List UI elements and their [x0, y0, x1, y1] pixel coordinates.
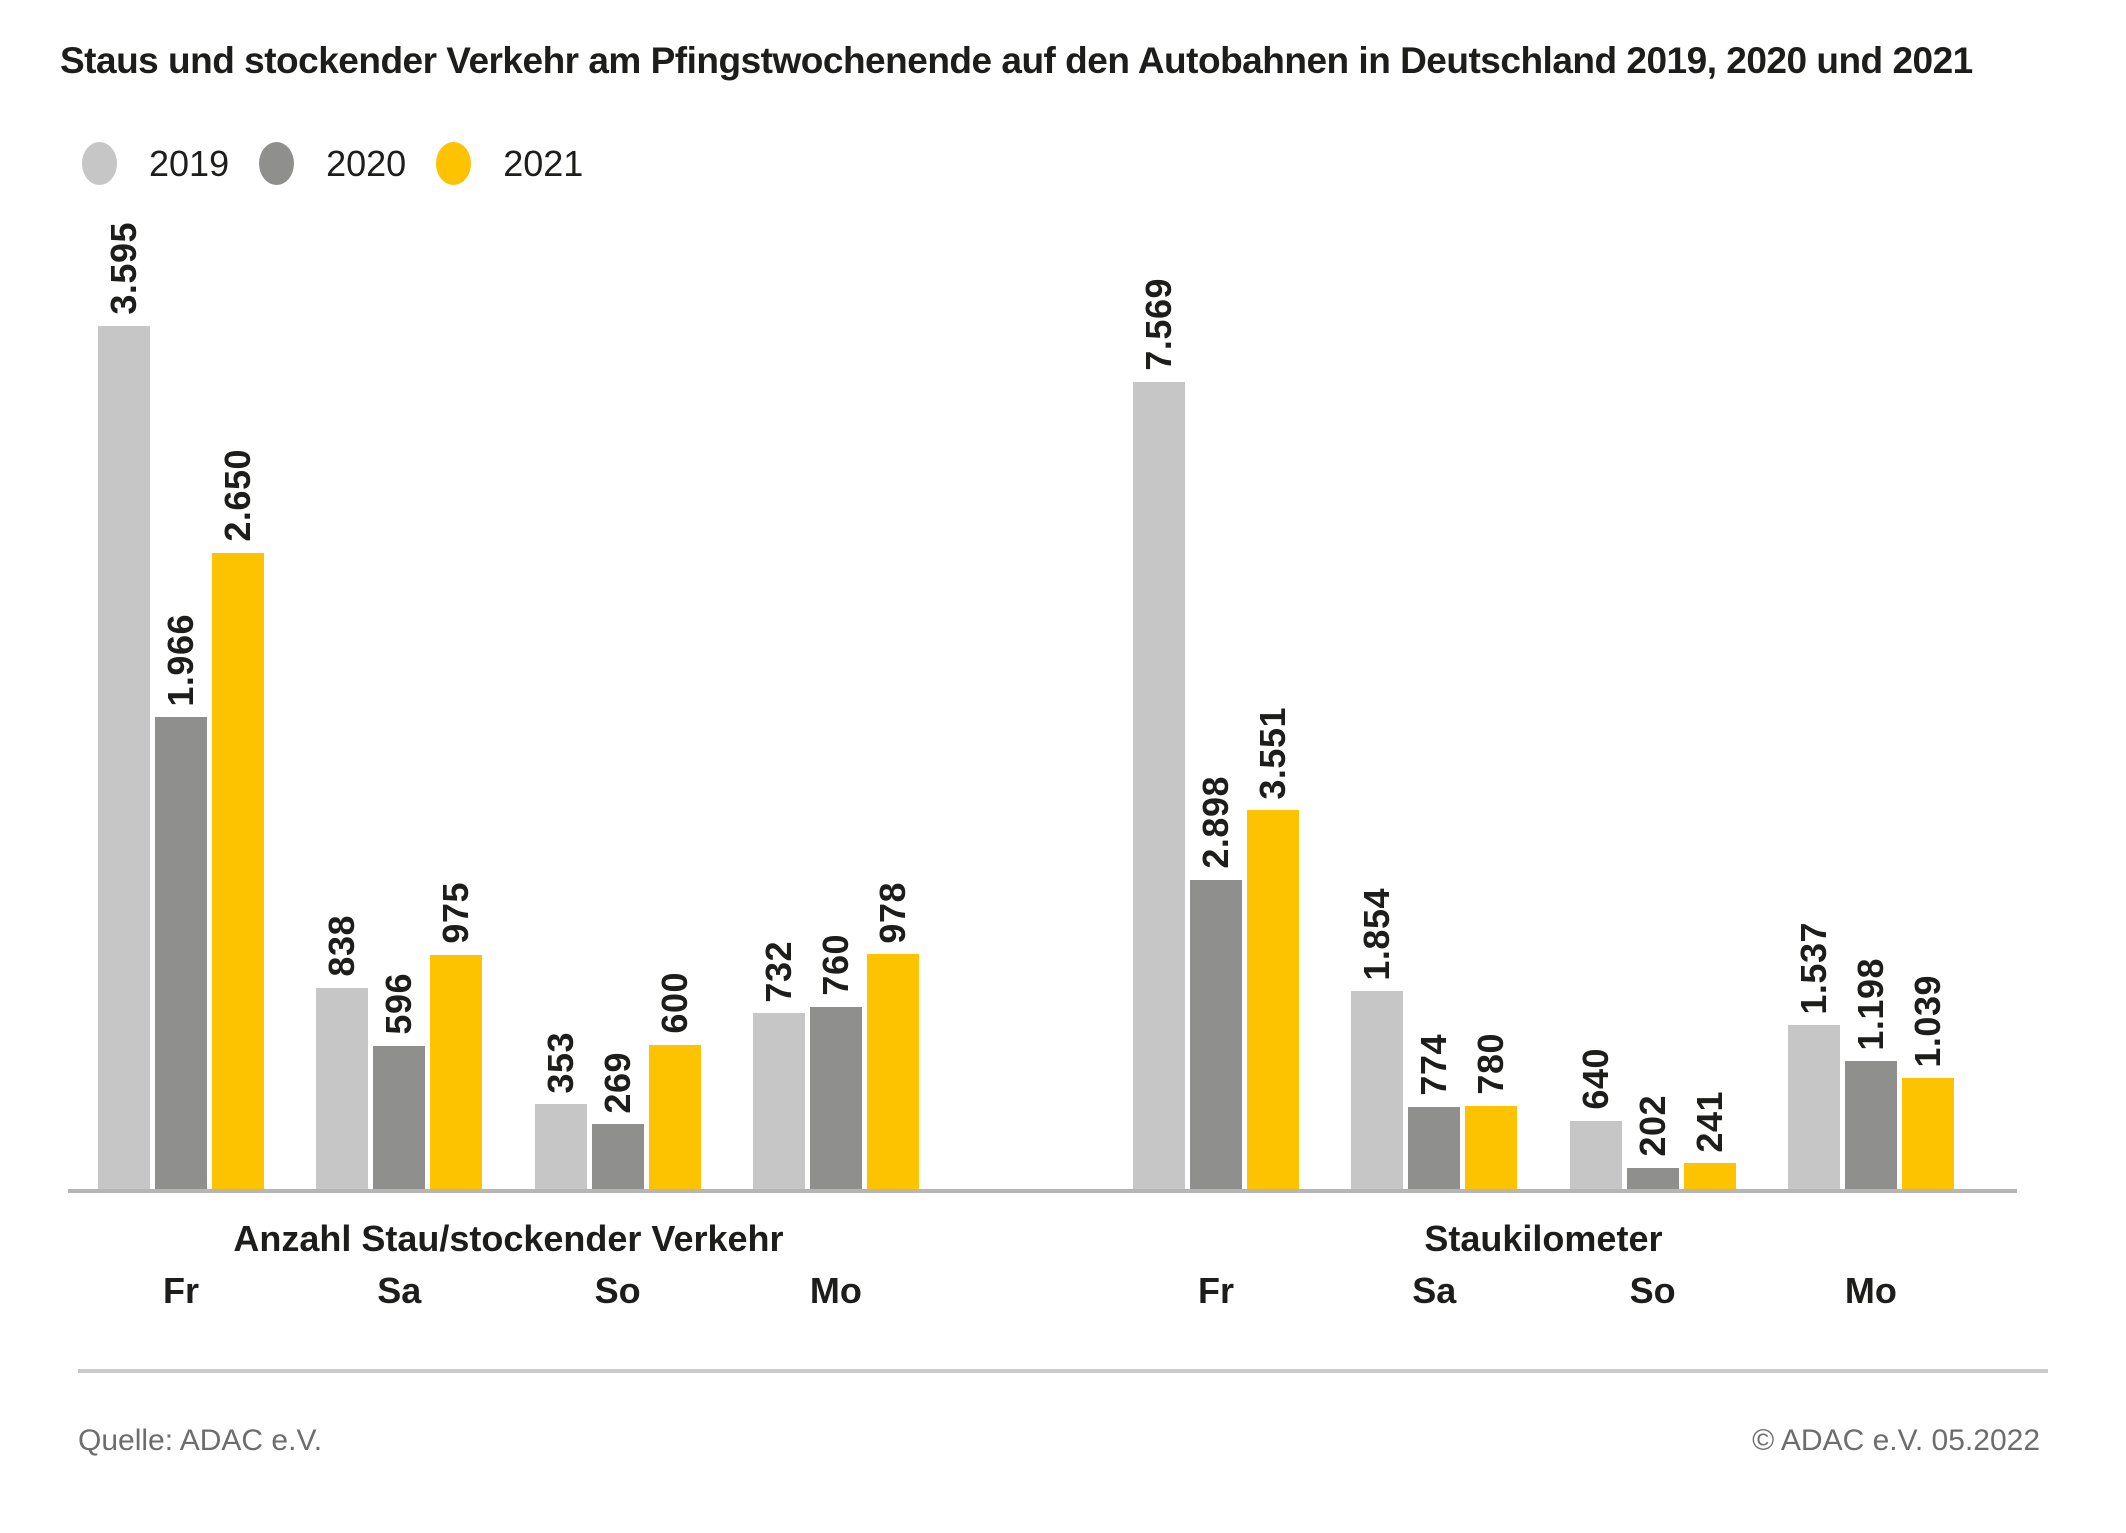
chart-title: Staus und stockender Verkehr am Pfingstw… [60, 40, 1973, 81]
legend-dot-2020-icon [259, 142, 295, 185]
bar-value-label: 202 [1631, 1094, 1673, 1157]
bar-value-label: 838 [321, 915, 363, 977]
bar-2020-so [591, 1124, 644, 1189]
bar-value-label: 241 [1688, 1090, 1730, 1153]
bar-2021-sa [1465, 1105, 1518, 1189]
bar-value-label: 596 [378, 973, 420, 1035]
legend-item-2021: 2021 [436, 142, 583, 185]
bar-value-label: 3.551 [1252, 706, 1293, 800]
bar-value-label: 353 [539, 1031, 581, 1094]
bar-value-label: 760 [814, 934, 856, 996]
bar-2020-fr [155, 717, 207, 1189]
bar-value-label: 1.039 [1906, 974, 1948, 1068]
copyright-label: © ADAC e.V. 05.2022 [1752, 1424, 2040, 1457]
bar-2020-mo [809, 1006, 862, 1189]
bar-2021-fr [212, 552, 264, 1189]
panel-title: Anzahl Stau/stockender Verkehr [233, 1218, 784, 1259]
bar-2019-sa [316, 987, 369, 1189]
category-label: Sa [1412, 1270, 1457, 1311]
bar-value-label: 269 [596, 1051, 638, 1114]
category-label: Mo [1844, 1270, 1897, 1311]
bar-2021-so [648, 1045, 701, 1189]
bar-2020-sa [1408, 1106, 1461, 1189]
bar-value-label: 732 [757, 940, 799, 1003]
bar-2021-so [1683, 1163, 1736, 1189]
category-label: Mo [809, 1270, 862, 1311]
bar-2019-mo [752, 1013, 805, 1189]
category-label: So [594, 1270, 641, 1311]
x-axis-line [68, 1189, 2017, 1193]
bar-value-label: 3.595 [103, 222, 144, 315]
panel-title: Staukilometer [1424, 1218, 1663, 1259]
category-label: Fr [163, 1270, 199, 1311]
bar-2020-so [1626, 1167, 1679, 1189]
bar-value-label: 978 [871, 881, 913, 944]
legend-item-2019: 2019 [82, 142, 229, 185]
bar-value-label: 1.198 [1849, 957, 1891, 1051]
category-label: So [1629, 1270, 1676, 1311]
bar-2019-so [534, 1104, 587, 1189]
footer-separator [78, 1369, 2048, 1373]
bar-value-label: 1.854 [1356, 887, 1398, 981]
bar-2020-fr [1190, 880, 1242, 1189]
category-label: Fr [1198, 1270, 1234, 1311]
bar-value-label: 640 [1574, 1048, 1616, 1110]
bar-2021-mo [1901, 1078, 1954, 1189]
bar-2020-mo [1844, 1061, 1897, 1189]
bar-2019-sa [1351, 991, 1404, 1189]
bar-value-label: 600 [653, 972, 695, 1034]
bar-2019-fr [98, 326, 150, 1189]
bar-value-label: 2.650 [217, 449, 258, 542]
legend-item-2020: 2020 [259, 142, 406, 185]
bar-2021-mo [866, 954, 919, 1189]
bar-value-label: 1.966 [160, 613, 201, 707]
bar-2021-fr [1247, 810, 1299, 1189]
bar-value-label: 2.898 [1195, 776, 1236, 869]
legend-dot-2019-icon [82, 142, 117, 185]
bar-2019-so [1569, 1120, 1622, 1189]
bar-2019-fr [1133, 382, 1185, 1189]
source-label: Quelle: ADAC e.V. [78, 1424, 323, 1457]
bar-value-label: 1.537 [1792, 921, 1834, 1015]
legend-label-2019: 2019 [149, 142, 230, 184]
chart-legend: 2019 2020 2021 [82, 142, 583, 185]
bar-value-label: 774 [1413, 1033, 1455, 1096]
legend-label-2020: 2020 [326, 142, 407, 184]
legend-label-2021: 2021 [503, 142, 584, 184]
bar-value-label: 7.569 [1138, 278, 1179, 371]
bar-2019-mo [1787, 1025, 1840, 1189]
bar-value-label: 780 [1470, 1033, 1512, 1095]
bar-2021-sa [430, 954, 483, 1189]
bar-2020-sa [373, 1045, 426, 1189]
legend-dot-2021-icon [436, 142, 472, 185]
category-label: Sa [377, 1270, 422, 1311]
bar-value-label: 975 [435, 882, 477, 944]
